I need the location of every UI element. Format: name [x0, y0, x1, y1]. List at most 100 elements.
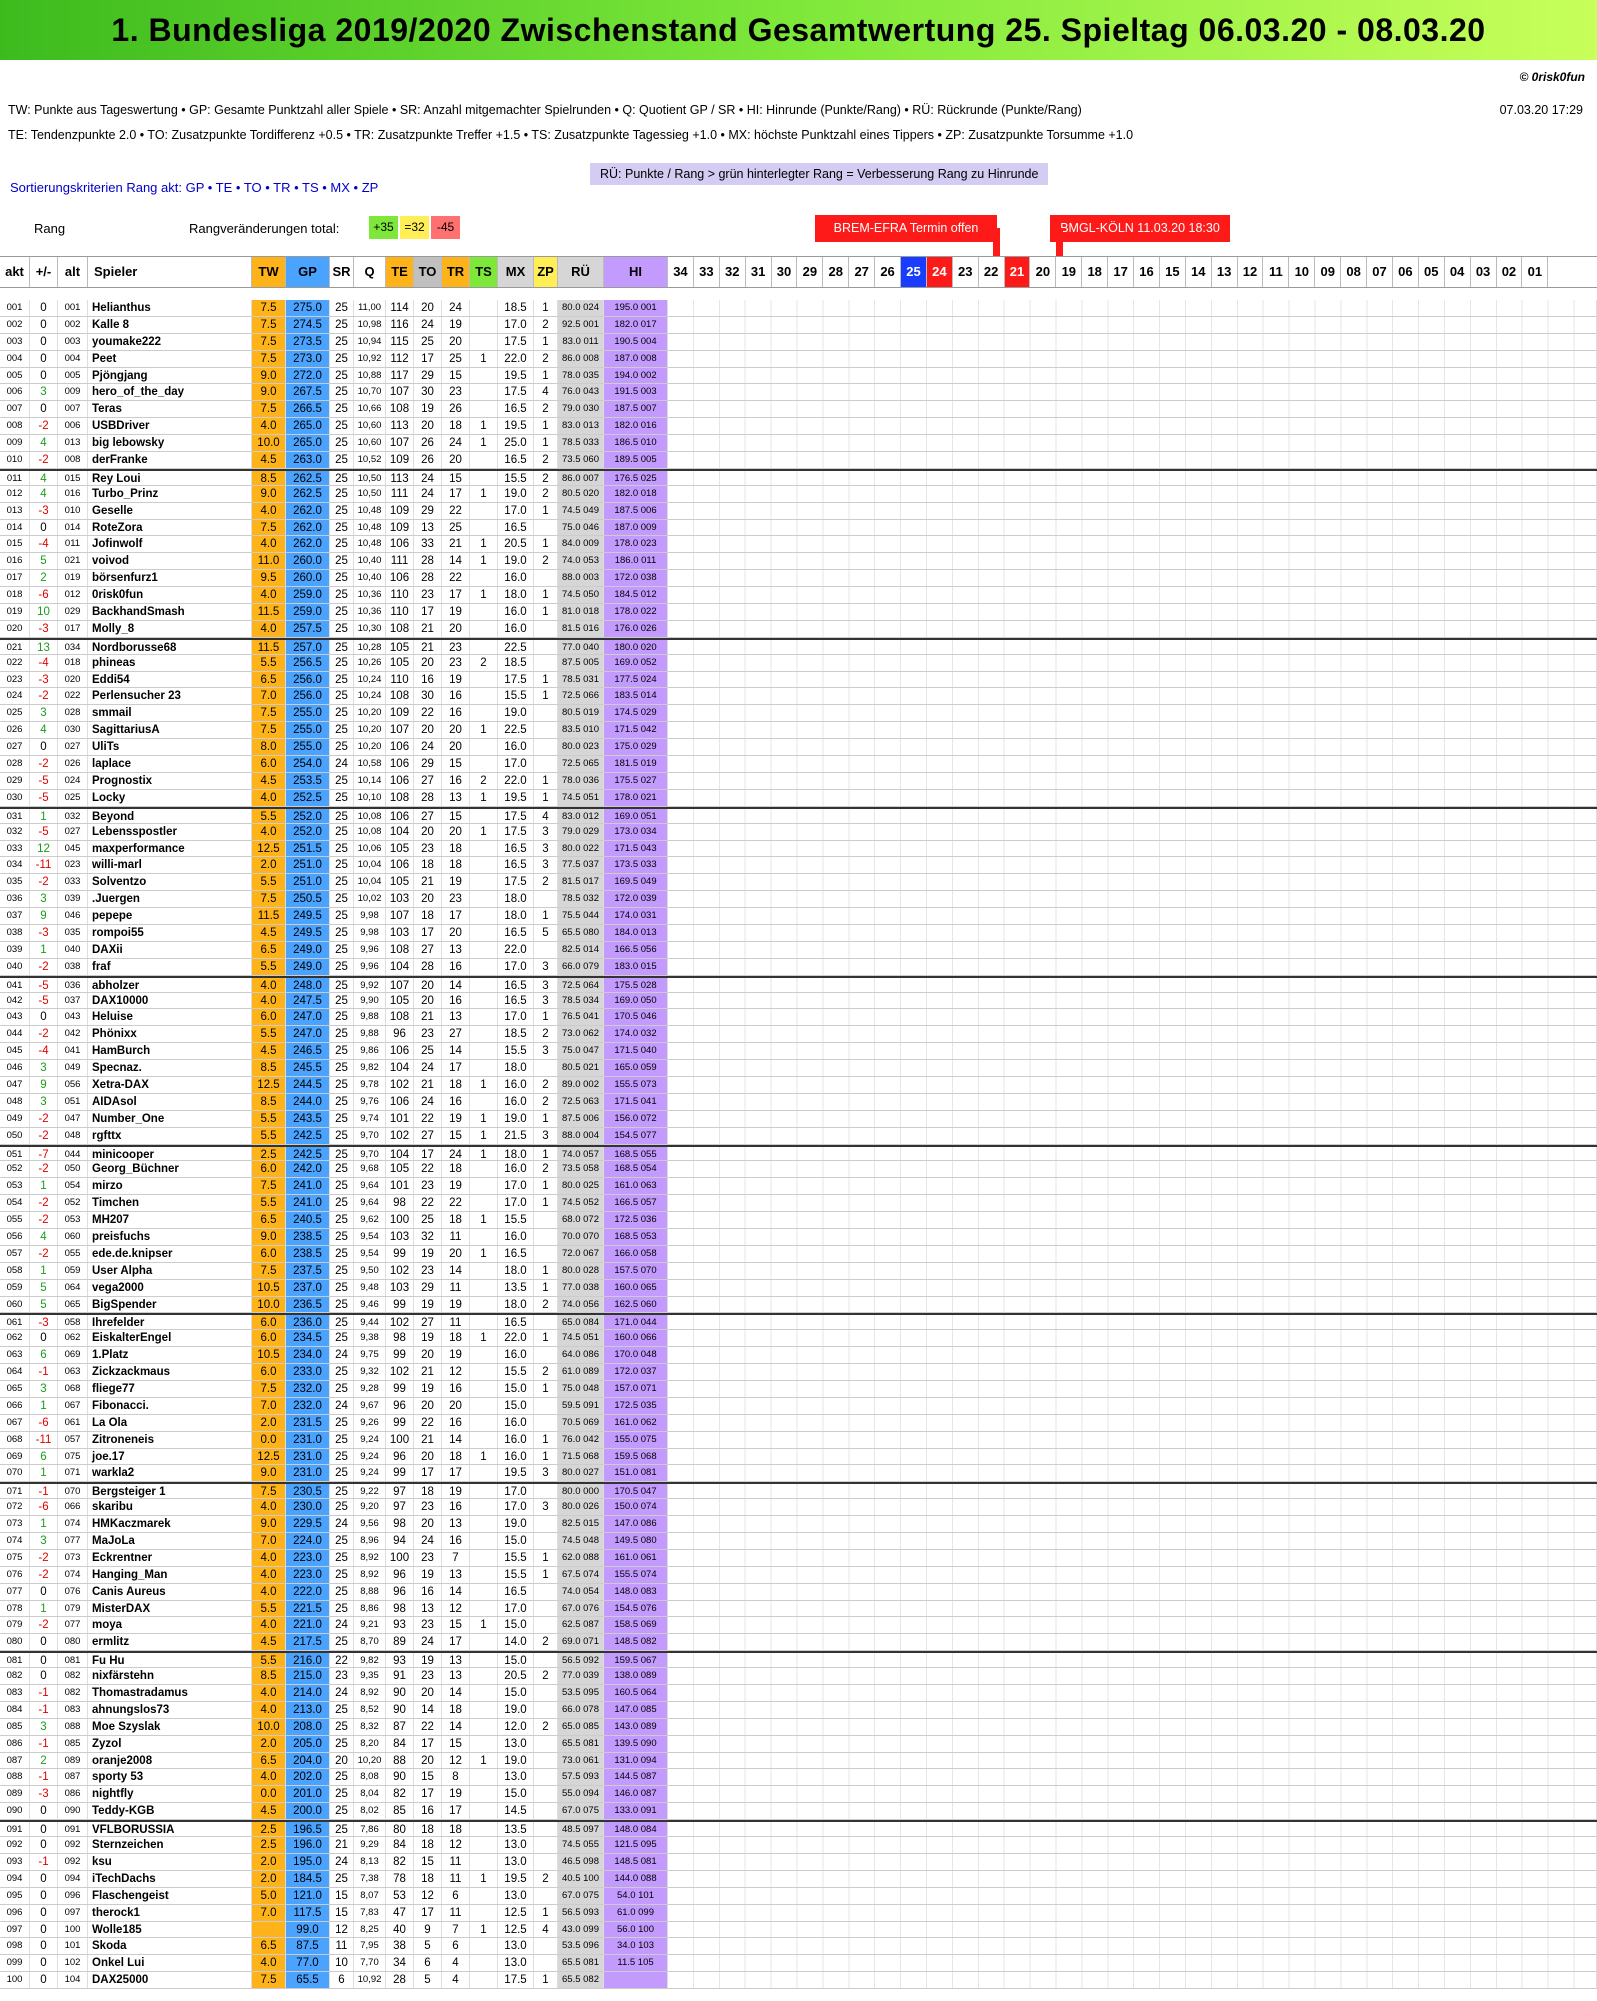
col-header-gp[interactable]: GP — [286, 257, 330, 287]
cell-hi: 172.0 037 — [604, 1364, 668, 1380]
cell-q: 8,86 — [354, 1600, 386, 1617]
col-header-round-27[interactable]: 27 — [849, 257, 876, 287]
cell-gp: 250.5 — [286, 891, 330, 908]
cell-alt: 035 — [58, 924, 88, 941]
table-row: 070 1 071 warkla2 9.0 231.0 25 9,24 99 17 17 19.5 3 8… — [0, 1465, 1597, 1483]
col-header-round-20[interactable]: 20 — [1030, 257, 1057, 287]
col-header-round-10[interactable]: 10 — [1289, 257, 1316, 287]
col-header-round-03[interactable]: 03 — [1471, 257, 1497, 287]
col-header-round-11[interactable]: 11 — [1263, 257, 1290, 287]
cell-to: 21 — [414, 1364, 442, 1380]
col-header-round-01[interactable]: 01 — [1522, 257, 1549, 287]
cell-ru: 74.5 050 — [558, 587, 604, 604]
col-header-alt[interactable]: alt — [58, 257, 88, 287]
col-header-round-05[interactable]: 05 — [1419, 257, 1445, 287]
cell-mx: 18.0 — [498, 1296, 534, 1313]
cell-gp: 247.5 — [286, 992, 330, 1009]
col-header-round-02[interactable]: 02 — [1497, 257, 1523, 287]
cell-to: 29 — [414, 502, 442, 519]
col-header-round-30[interactable]: 30 — [772, 257, 798, 287]
cell-akt: 013 — [0, 502, 30, 519]
col-header-sr[interactable]: SR — [330, 257, 354, 287]
cell-tw: 7.5 — [252, 300, 286, 316]
col-header-round-17[interactable]: 17 — [1108, 257, 1135, 287]
cell-tw: 5.0 — [252, 1887, 286, 1904]
cell-tr: 19 — [442, 1110, 470, 1127]
col-header-round-26[interactable]: 26 — [875, 257, 902, 287]
cell-to: 19 — [414, 1381, 442, 1397]
cell-ru: 74.5 055 — [558, 1837, 604, 1853]
col-header-round-25[interactable]: 25 — [901, 257, 927, 287]
col-header-round-13[interactable]: 13 — [1212, 257, 1238, 287]
cell-mx: 16.5 — [498, 1245, 534, 1262]
cell-name: Hanging_Man — [88, 1566, 252, 1583]
cell-tw: 9.0 — [252, 367, 286, 384]
cell-ru: 77.5 037 — [558, 857, 604, 874]
cell-tw: 4.0 — [252, 1617, 286, 1634]
cell-gp: 224.0 — [286, 1533, 330, 1549]
col-header-mx[interactable]: MX — [498, 257, 534, 287]
col-header-round-32[interactable]: 32 — [720, 257, 746, 287]
col-header-round-22[interactable]: 22 — [979, 257, 1005, 287]
cell-mx: 22.0 — [498, 350, 534, 367]
cell-ts — [470, 840, 498, 857]
col-header-round-33[interactable]: 33 — [694, 257, 720, 287]
cell-hi: 148.5 081 — [604, 1853, 668, 1870]
cell-te: 109 — [386, 705, 414, 722]
cell-sr: 25 — [330, 350, 354, 367]
table-row: 040 -2 038 fraf 5.5 249.0 25 9,96 104 28 16 17.0 3 66… — [0, 958, 1597, 976]
cell-chg: 13 — [30, 639, 58, 654]
col-header-round-23[interactable]: 23 — [953, 257, 979, 287]
cell-akt: 070 — [0, 1465, 30, 1482]
cell-akt: 082 — [0, 1668, 30, 1685]
col-header-akt[interactable]: akt — [0, 257, 30, 287]
cell-ru: 78.5 034 — [558, 992, 604, 1009]
col-header-name[interactable]: Spieler — [88, 257, 252, 287]
col-header-round-14[interactable]: 14 — [1186, 257, 1212, 287]
col-header-tr[interactable]: TR — [442, 257, 470, 287]
cell-to: 21 — [414, 639, 442, 654]
cell-name: USBDriver — [88, 418, 252, 435]
col-header-q[interactable]: Q — [354, 257, 386, 287]
cell-mx: 15.5 — [498, 1364, 534, 1380]
cell-gp: 249.5 — [286, 924, 330, 941]
col-header-round-21[interactable]: 21 — [1004, 257, 1031, 287]
col-header-round-04[interactable]: 04 — [1445, 257, 1471, 287]
col-header-round-08[interactable]: 08 — [1341, 257, 1368, 287]
table-row: 041 -5 036 abholzer 4.0 248.0 25 9,92 107 20 14 16.… — [0, 975, 1597, 993]
col-header-round-06[interactable]: 06 — [1393, 257, 1419, 287]
col-header-round-16[interactable]: 16 — [1134, 257, 1160, 287]
cell-alt: 003 — [58, 333, 88, 350]
col-header-zp[interactable]: ZP — [534, 257, 558, 287]
col-header-ru[interactable]: RÜ — [558, 257, 604, 287]
cell-q: 10,58 — [354, 756, 386, 772]
cell-te: 101 — [386, 1110, 414, 1127]
table-row: 032 -5 027 Lebensspostler 4.0 252.0 25 10,08 104… — [0, 823, 1597, 841]
col-header-tw[interactable]: TW — [252, 257, 286, 287]
col-header-round-07[interactable]: 07 — [1367, 257, 1393, 287]
col-header-round-28[interactable]: 28 — [823, 257, 850, 287]
cell-q: 10,08 — [354, 808, 386, 823]
cell-hi: 157.5 070 — [604, 1262, 668, 1279]
col-header-round-24[interactable]: 24 — [926, 257, 953, 287]
cell-mx: 13.0 — [498, 1938, 534, 1955]
cell-zp — [534, 1701, 558, 1718]
cell-ts — [470, 1093, 498, 1110]
col-header-chg[interactable]: +/- — [30, 257, 58, 287]
col-header-round-34[interactable]: 34 — [668, 257, 694, 287]
cell-gp: 232.0 — [286, 1381, 330, 1397]
col-header-ts[interactable]: TS — [470, 257, 498, 287]
col-header-round-15[interactable]: 15 — [1160, 257, 1186, 287]
col-header-to[interactable]: TO — [414, 257, 442, 287]
col-header-round-18[interactable]: 18 — [1082, 257, 1109, 287]
col-header-hi[interactable]: HI — [604, 257, 668, 287]
col-header-round-09[interactable]: 09 — [1315, 257, 1342, 287]
col-header-round-31[interactable]: 31 — [746, 257, 772, 287]
col-header-te[interactable]: TE — [386, 257, 414, 287]
table-row: 042 -5 037 DAX10000 4.0 247.5 25 9,90 105 20 16 16.… — [0, 992, 1597, 1010]
cell-te: 113 — [386, 418, 414, 435]
col-header-round-12[interactable]: 12 — [1238, 257, 1264, 287]
cell-te: 106 — [386, 739, 414, 756]
col-header-round-19[interactable]: 19 — [1056, 257, 1083, 287]
col-header-round-29[interactable]: 29 — [797, 257, 824, 287]
